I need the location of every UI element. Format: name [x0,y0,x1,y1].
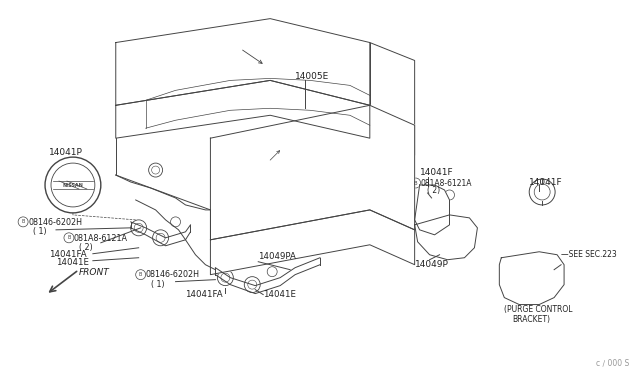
Text: 14005E: 14005E [295,73,330,81]
Text: BRACKET): BRACKET) [512,314,550,324]
Text: 14041FA: 14041FA [49,250,86,259]
Polygon shape [116,80,370,138]
Polygon shape [415,185,449,235]
Polygon shape [211,105,415,240]
Text: NISSAN: NISSAN [63,183,83,187]
Text: ( 2): ( 2) [427,186,440,195]
Text: (PURGE CONTROL: (PURGE CONTROL [504,305,573,314]
Text: c ∕ 000 S: c ∕ 000 S [596,358,629,367]
Text: 081A8-6121A: 081A8-6121A [420,179,472,188]
Text: 14041P: 14041P [49,148,83,157]
Text: 081A8-6121A: 081A8-6121A [74,234,128,243]
Text: ( 1): ( 1) [150,280,164,289]
Text: 14041F: 14041F [420,168,453,177]
Polygon shape [211,210,415,275]
Text: 14041FA: 14041FA [186,290,223,299]
Polygon shape [415,215,477,260]
Text: B: B [67,235,70,240]
Text: 14049P: 14049P [415,260,449,269]
Text: —SEE SEC.223: —SEE SEC.223 [561,250,617,259]
Polygon shape [116,19,370,105]
Text: FRONT: FRONT [79,268,109,277]
Text: 14041E: 14041E [263,290,296,299]
Text: ( 1): ( 1) [33,227,47,236]
Text: ( 2): ( 2) [79,243,93,252]
Text: 08146-6202H: 08146-6202H [146,270,200,279]
Text: B: B [139,272,142,277]
Text: B: B [21,219,25,224]
Text: 08146-6202H: 08146-6202H [28,218,82,227]
Polygon shape [499,252,564,305]
Text: 14041F: 14041F [529,178,563,187]
Text: B: B [414,180,417,186]
Text: 14049PA: 14049PA [258,252,296,261]
Text: 14041E: 14041E [56,258,89,267]
